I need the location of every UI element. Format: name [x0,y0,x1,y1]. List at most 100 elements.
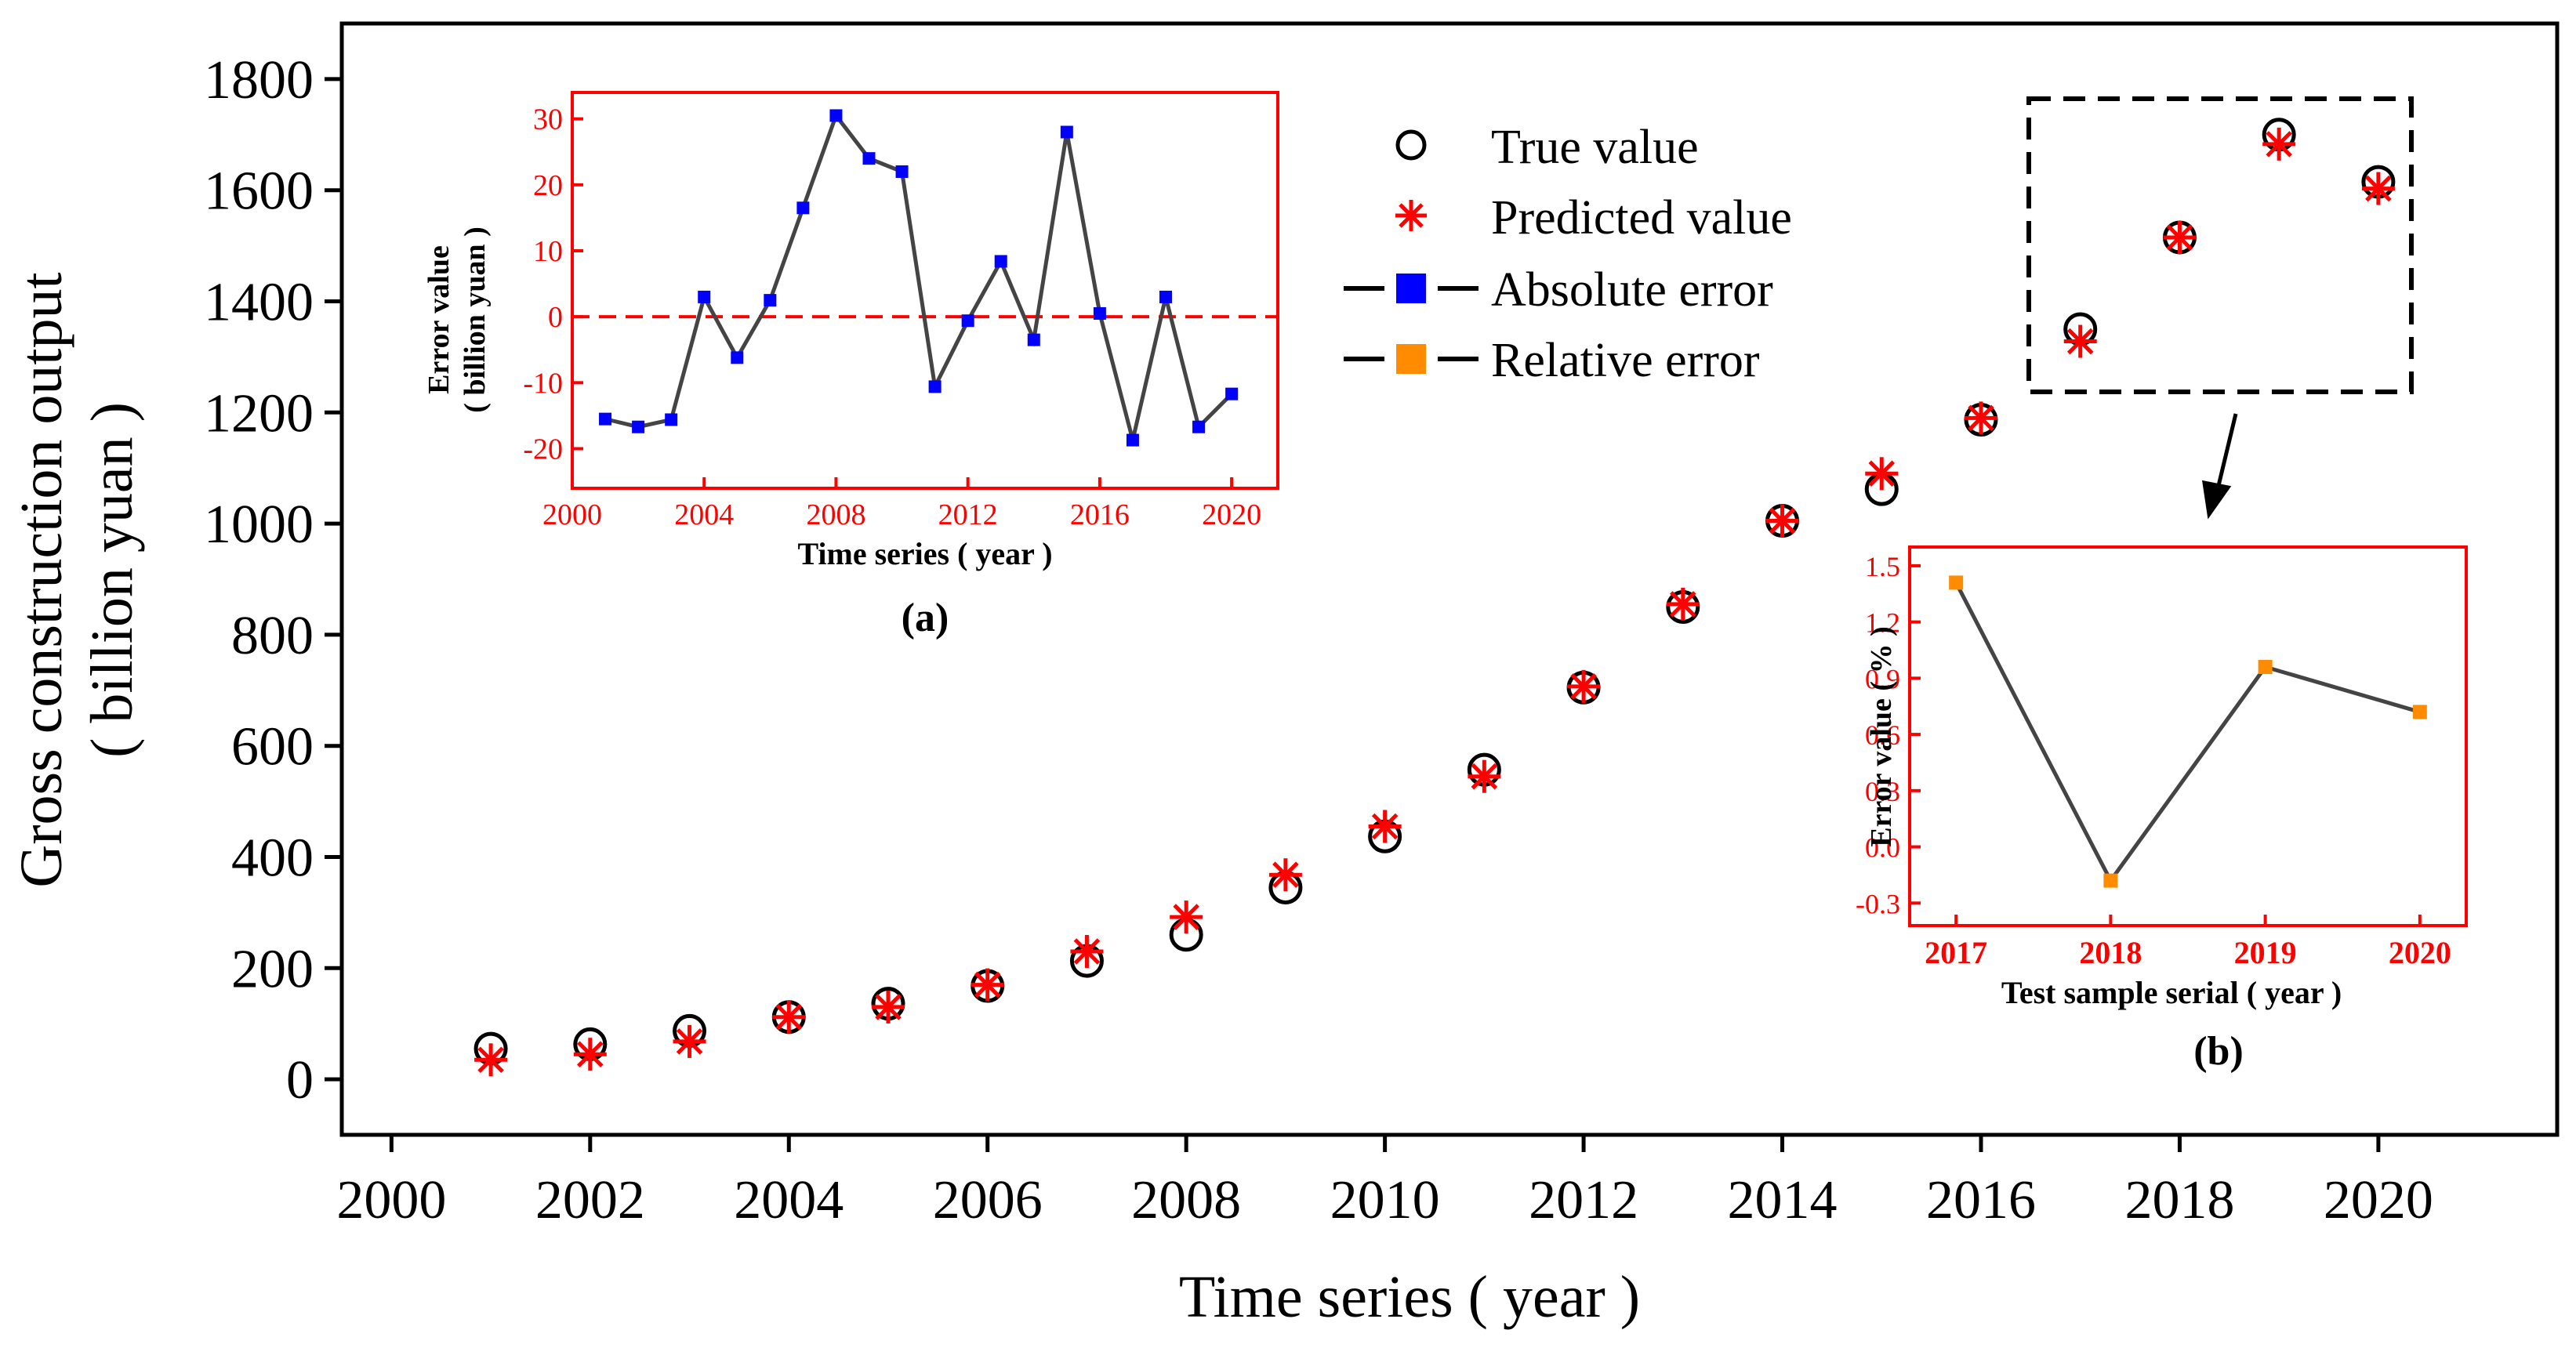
absolute-error-point [994,255,1007,268]
predicted-value-point [1865,457,1899,491]
predicted-value-point [1666,587,1700,621]
predicted-value-point [1964,401,1997,435]
predicted-value-point [871,990,905,1024]
x-tick-label: 2012 [1529,1170,1638,1230]
x-tick-label: 2006 [933,1170,1043,1230]
x-tick-label: 2020 [2389,935,2451,970]
y-tick-label: 1800 [204,50,314,111]
inset-a-x-axis: 2000 2004 2008 2012 2016 2020 [542,477,1261,531]
main-x-axis: 2000 2002 2004 2006 2008 2010 2012 2014 2016 2018… [336,1135,2433,1230]
legend-square-marker [1396,344,1426,374]
y-tick-label: 1200 [204,383,314,444]
x-tick-label: 2008 [806,498,865,531]
y-tick-label: 200 [231,939,314,999]
predicted-value-point [1368,810,1402,843]
asterisk-stroke [1670,591,1696,618]
x-tick-label: 2002 [535,1170,645,1230]
zoom-box [2026,96,2414,394]
y-tick-label: 1000 [204,495,314,555]
main-plot-frame [339,21,2560,1137]
absolute-error-point [1126,433,1139,447]
absolute-error-point [764,294,777,307]
y-tick-label: 0 [286,1050,314,1111]
main-y-axis-label-line2: ( billion yuan ) [79,402,145,758]
legend-asterisk-marker [1395,200,1427,231]
predicted-value-point [971,968,1004,1002]
inset-b-frame [1908,545,2468,927]
legend-circle-marker [1395,129,1427,161]
predicted-value-point [1567,669,1601,703]
predicted-value-point [1765,504,1799,538]
absolute-error-point [796,201,810,215]
absolute-error-point [698,290,711,303]
x-tick-label: 2020 [1202,498,1261,531]
absolute-error-point [895,165,909,178]
asterisk-stroke [1769,507,1796,534]
main-x-axis-label: Time series ( year ) [1179,1264,1640,1330]
inset-b-y-axis-label: Error value ( % ) [1865,626,1898,846]
y-tick-label: 20 [533,169,563,202]
legend-item-true: True value [1395,121,1699,174]
asterisk-stroke [2166,224,2193,251]
predicted-value-point [474,1043,508,1077]
main-y-axis-label: Gross construction output ( billion yuan… [9,272,145,887]
asterisk-stroke [1371,813,1399,840]
asterisk-stroke [577,1041,604,1067]
absolute-error-point [1225,387,1239,400]
inset-a-background [572,92,1278,488]
inset-b-background [1910,547,2466,926]
absolute-error-point [665,413,678,426]
y-tick-label: 0 [548,301,563,334]
asterisk-stroke [676,1028,703,1055]
predicted-value-point [2262,127,2296,161]
inset-b-y-axis: 1.5 1.2 0.9 0.6 0.3 0.0 -0.3 [1856,551,1921,919]
x-tick-label: 2019 [2234,935,2297,970]
relative-error-point [1949,575,1964,590]
legend-label-absolute: Absolute error [1491,263,1773,317]
legend-label-relative: Relative error [1491,334,1760,387]
absolute-error-point [829,109,843,122]
y-tick-label: -0.3 [1856,888,1900,919]
asterisk-stroke [1968,404,1994,432]
y-tick-label: 400 [231,828,314,889]
predicted-value-series [474,127,2395,1077]
absolute-error-points [599,109,1239,447]
y-tick-label: 1.2 [1865,607,1900,639]
absolute-error-point [1159,290,1173,303]
main-y-axis: 0 200 400 600 800 1000 1200 1400 1600 1800 [204,50,342,1111]
predicted-value-point [2361,172,2395,205]
absolute-error-point [1060,125,1073,139]
inset-b-x-axis-label: Test sample serial ( year ) [2001,975,2342,1010]
asterisk-stroke [974,971,1001,998]
x-tick-label: 2018 [2079,935,2142,970]
predicted-value-point [573,1038,607,1071]
predicted-value-point [772,1000,806,1034]
asterisk-stroke [477,1046,504,1074]
x-tick-label: 2008 [1131,1170,1241,1230]
asterisk-stroke [1073,938,1101,965]
absolute-error-point [1093,306,1106,320]
x-tick-label: 2010 [1330,1170,1440,1230]
y-tick-label: 1.5 [1865,551,1900,582]
y-tick-label: 0.3 [1865,776,1900,807]
asterisk-stroke [2365,175,2392,202]
y-tick-label: 800 [231,606,314,666]
absolute-error-point [632,420,645,433]
y-tick-label: 30 [533,103,563,136]
relative-error-line [1954,582,2421,885]
zoom-arrow [2201,413,2238,520]
asterisk-stroke [1570,673,1597,700]
x-tick-label: 2000 [336,1170,446,1230]
relative-error-point [2412,705,2427,719]
x-tick-label: 2016 [1926,1170,2036,1230]
y-tick-label: 600 [231,717,314,777]
asterisk-stroke [2266,131,2292,158]
asterisk-stroke [875,994,902,1020]
x-tick-label: 2018 [2124,1170,2234,1230]
legend-item-absolute: Absolute error [1344,263,1773,317]
y-tick-label: 0.6 [1865,719,1900,751]
inset-a-caption: (a) [902,596,949,640]
legend-item-predicted: Predicted value [1395,191,1792,245]
